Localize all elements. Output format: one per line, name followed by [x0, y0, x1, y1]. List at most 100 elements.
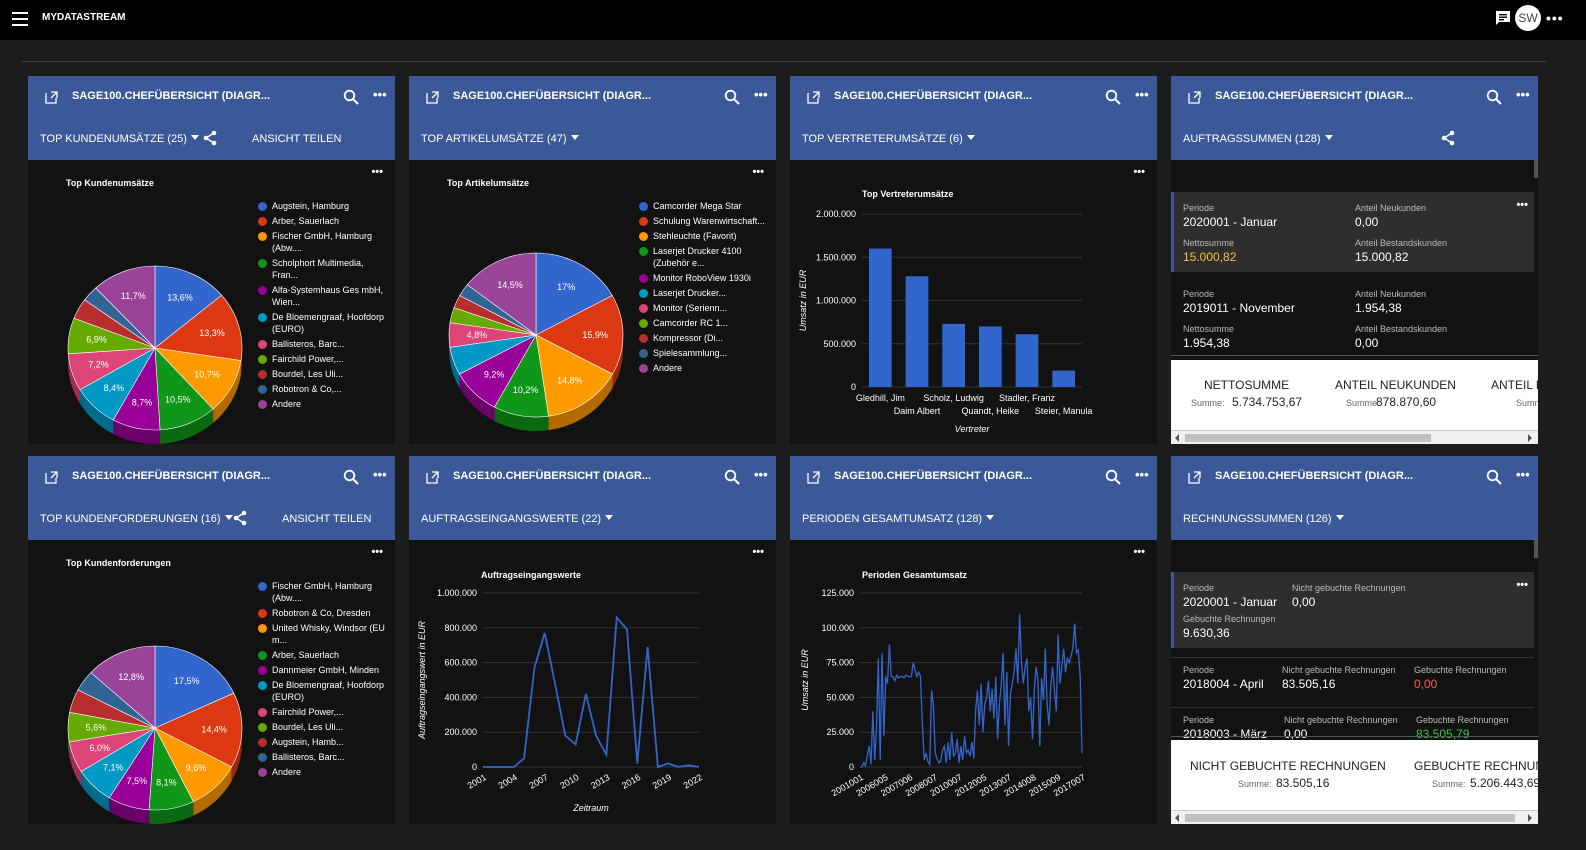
scroll-thumb[interactable]	[1185, 814, 1515, 822]
share-icon[interactable]	[1441, 130, 1455, 146]
scroll-left-icon[interactable]	[1175, 434, 1179, 442]
legend-item[interactable]: Andere	[258, 766, 388, 778]
legend-item[interactable]: Scholphort Multimedia, Fran...	[258, 257, 388, 281]
avatar[interactable]: SW	[1515, 5, 1541, 31]
scroll-right-icon[interactable]	[1528, 434, 1532, 442]
tile-more-icon[interactable]: •••	[1516, 87, 1530, 102]
legend-item[interactable]: Schulung Warenwirtschaft...	[639, 215, 769, 227]
view-selector[interactable]: TOP ARTIKELUMSÄTZE (47)	[421, 133, 579, 145]
view-selector[interactable]: TOP VERTRETERUMSÄTZE (6)	[802, 133, 975, 145]
legend-item[interactable]: Bourdel, Les Uli...	[258, 368, 388, 380]
vertical-scrollbar[interactable]	[1534, 540, 1538, 558]
search-icon[interactable]	[343, 89, 359, 105]
scroll-thumb[interactable]	[1185, 434, 1431, 442]
view-selector[interactable]: AUFTRAGSSUMMEN (128)	[1183, 133, 1333, 145]
open-external-icon[interactable]	[807, 91, 820, 104]
legend-item[interactable]: Fischer GmbH, Hamburg (Abw....	[258, 230, 388, 254]
legend-item[interactable]: Arber, Sauerlach	[258, 215, 388, 227]
search-icon[interactable]	[1486, 469, 1502, 485]
share-view-button[interactable]: ANSICHT TEILEN	[252, 133, 342, 145]
tile-more-icon[interactable]: •••	[373, 87, 387, 102]
legend-item[interactable]: Camcorder RC 1...	[639, 317, 769, 329]
legend-item[interactable]: United Whisky, Windsor (EU m...	[258, 622, 388, 646]
open-external-icon[interactable]	[45, 91, 58, 104]
view-selector[interactable]: TOP KUNDENUMSÄTZE (25)	[40, 133, 199, 145]
tile-more-icon[interactable]: •••	[1135, 87, 1149, 102]
legend-item[interactable]: Andere	[639, 362, 769, 374]
tile-more-icon[interactable]: •••	[754, 467, 768, 482]
legend-item[interactable]: Laserjet Drucker...	[639, 287, 769, 299]
legend-item[interactable]: De Bloemengraaf, Hoofdorp (EURO)	[258, 311, 388, 335]
open-external-icon[interactable]	[1188, 91, 1201, 104]
search-icon[interactable]	[1105, 469, 1121, 485]
share-view-button[interactable]: ANSICHT TEILEN	[282, 513, 372, 525]
legend-item[interactable]: Camcorder Mega Star	[639, 200, 769, 212]
y-tick-label: 0	[472, 762, 477, 772]
pie-slice	[154, 294, 243, 361]
scroll-left-icon[interactable]	[1175, 814, 1179, 822]
vertical-scrollbar[interactable]	[1534, 160, 1538, 178]
legend-item[interactable]: Ballisteros, Barc...	[258, 338, 388, 350]
chart-more-icon[interactable]: •••	[752, 546, 764, 558]
chart-more-icon[interactable]: •••	[371, 546, 383, 558]
chart-more-icon[interactable]: •••	[371, 166, 383, 178]
x-tick-label: 2022	[682, 772, 704, 791]
search-icon[interactable]	[1486, 89, 1502, 105]
tile-more-icon[interactable]: •••	[1135, 467, 1149, 482]
more-options-icon[interactable]: •••	[1546, 10, 1564, 26]
legend-item[interactable]: Ballisteros, Barc...	[258, 751, 388, 763]
search-icon[interactable]	[724, 469, 740, 485]
legend-item[interactable]: De Bloemengraaf, Hoofdorp (EURO)	[258, 679, 388, 703]
legend-item[interactable]: Kompressor (Di...	[639, 332, 769, 344]
legend-item[interactable]: Andere	[258, 398, 388, 410]
legend-item[interactable]: Dannmeier GmbH, Minden	[258, 664, 388, 676]
share-icon[interactable]	[203, 130, 217, 146]
search-icon[interactable]	[343, 469, 359, 485]
legend-item[interactable]: Alfa-Systemhaus Ges mbH, Wien...	[258, 284, 388, 308]
share-icon[interactable]	[233, 510, 247, 526]
view-selector[interactable]: AUFTRAGSEINGANGSWERTE (22)	[421, 513, 614, 525]
chart-more-icon[interactable]: •••	[752, 166, 764, 178]
view-selector[interactable]: TOP KUNDENFORDERUNGEN (16)	[40, 513, 233, 525]
menu-icon[interactable]	[12, 12, 28, 26]
legend-item[interactable]: Robotron & Co, Dresden	[258, 607, 388, 619]
search-icon[interactable]	[1105, 89, 1121, 105]
view-selector[interactable]: PERIODEN GESAMTUMSATZ (128)	[802, 513, 995, 525]
legend-item[interactable]: Spielesammlung...	[639, 347, 769, 359]
legend-item[interactable]: Monitor (Serienn...	[639, 302, 769, 314]
chart-more-icon[interactable]: •••	[1133, 546, 1145, 558]
table-row[interactable]	[1171, 192, 1534, 272]
legend-item[interactable]: Augstein, Hamburg	[258, 200, 388, 212]
open-external-icon[interactable]	[426, 471, 439, 484]
view-selector[interactable]: RECHNUNGSSUMMEN (126)	[1183, 513, 1344, 525]
chat-icon[interactable]	[1494, 9, 1512, 27]
tile-more-icon[interactable]: •••	[1516, 467, 1530, 482]
legend-item[interactable]: Robotron & Co,...	[258, 383, 388, 395]
search-icon[interactable]	[724, 89, 740, 105]
open-external-icon[interactable]	[1188, 471, 1201, 484]
row-more-icon[interactable]: •••	[1516, 199, 1528, 211]
legend-item[interactable]: Fairchild Power,...	[258, 353, 388, 365]
tile-more-icon[interactable]: •••	[754, 87, 768, 102]
pie-slice-label: 14,8%	[557, 376, 583, 386]
open-external-icon[interactable]	[426, 91, 439, 104]
legend-item[interactable]: Stehleuchte (Favorit)	[639, 230, 769, 242]
legend-item[interactable]: Augstein, Hamb...	[258, 736, 388, 748]
legend-item[interactable]: Fischer GmbH, Hamburg (Abw....	[258, 580, 388, 604]
legend-item[interactable]: Bourdel, Les Uli...	[258, 721, 388, 733]
table-row[interactable]	[1171, 572, 1534, 648]
legend-item[interactable]: Monitor RoboView 1930i	[639, 272, 769, 284]
legend-item[interactable]: Laserjet Drucker 4100 (Zubehör e...	[639, 245, 769, 269]
summary-header: ANTEIL B	[1491, 378, 1538, 392]
chart-title: Top Kundenforderungen	[66, 558, 171, 568]
horizontal-scrollbar[interactable]	[1171, 810, 1538, 824]
scroll-right-icon[interactable]	[1528, 814, 1532, 822]
legend-item[interactable]: Fairchild Power,...	[258, 706, 388, 718]
tile-more-icon[interactable]: •••	[373, 467, 387, 482]
open-external-icon[interactable]	[45, 471, 58, 484]
horizontal-scrollbar[interactable]	[1171, 430, 1538, 444]
open-external-icon[interactable]	[807, 471, 820, 484]
chart-more-icon[interactable]: •••	[1133, 166, 1145, 178]
legend-item[interactable]: Arber, Sauerlach	[258, 649, 388, 661]
row-more-icon[interactable]: •••	[1516, 579, 1528, 591]
